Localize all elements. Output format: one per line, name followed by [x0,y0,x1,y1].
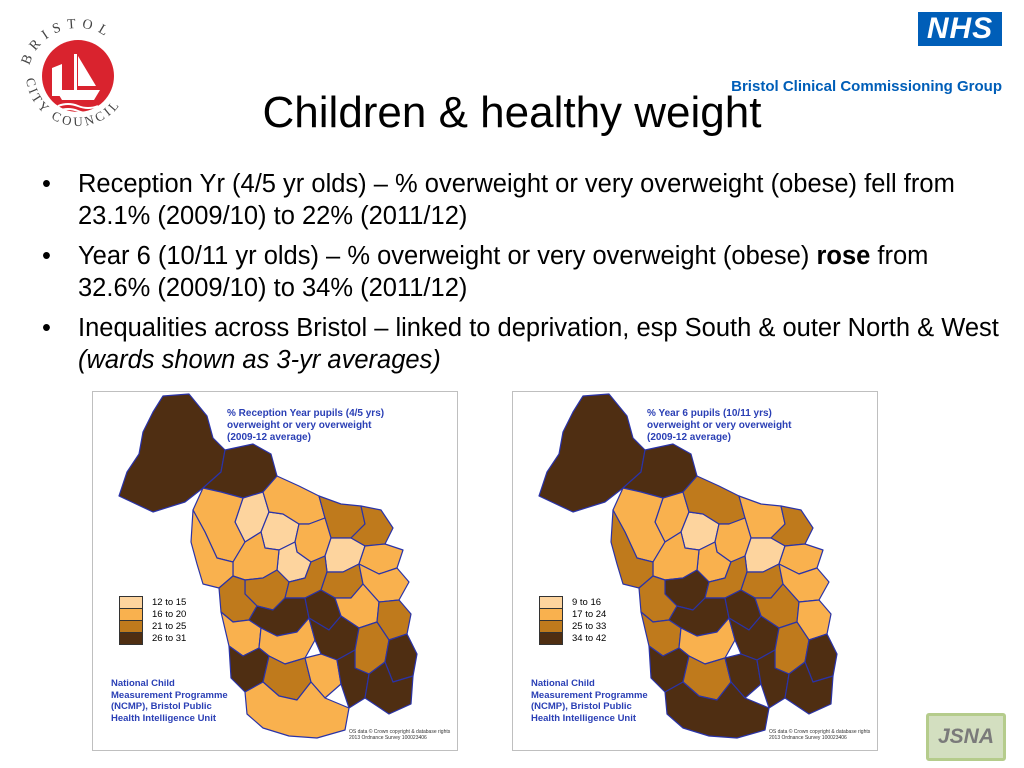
legend-item: 12 to 15 [119,595,187,609]
ward-region [784,661,834,715]
legend-label: 16 to 20 [152,608,187,620]
ward-region [364,661,414,715]
map-title-line: overweight or very overweight [227,420,372,431]
bullet-text: Reception Yr (4/5 yr olds) – % overweigh… [78,170,955,230]
ccg-name: Bristol Clinical Commissioning Group [731,78,1002,95]
legend-label: 34 to 42 [572,632,607,644]
slide-title: Children & healthy weight [262,88,762,137]
legend-swatch [539,631,563,645]
ward-region [244,681,350,739]
bullet-text-pre: Year 6 (10/11 yr olds) – % overweight or… [78,242,817,270]
bullet-text-pre: Inequalities across Bristol – linked to … [78,314,999,342]
legend-label: 9 to 16 [572,596,602,608]
map-legend: 12 to 15 16 to 20 21 to 25 26 to 31 [119,595,187,645]
bullet-text-post: from 32.6% (2009/10) to 34% (2011/12) [78,242,929,302]
nhs-logo: NHS [918,12,1002,46]
legend-item: 21 to 25 [119,619,187,633]
map-title-line: (2009-12 average) [647,432,731,443]
source-line: National Child [531,678,595,689]
ward-region [538,393,646,513]
legend-label: 25 to 33 [572,620,607,632]
map-title: % Reception Year pupils (4/5 yrs) overwe… [227,408,447,444]
ward-map [538,393,838,739]
map-panel-year6: % Year 6 pupils (10/11 yrs) overweight o… [512,391,878,751]
map-panel-reception: % Reception Year pupils (4/5 yrs) overwe… [92,391,458,751]
source-line: Measurement Programme [531,689,648,701]
map-title-line: % Year 6 pupils (10/11 yrs) [647,408,772,419]
source-line: Health Intelligence Unit [111,712,217,724]
bristol-city-council-logo: BRISTOL CITY COUNCIL [19,17,120,130]
source-line: National Child [111,678,175,689]
bullet-text-bold: rose [816,242,871,270]
bullet-item-year6: Year 6 (10/11 yr olds) – % overweight or… [40,240,1000,304]
map-title-line: overweight or very overweight [647,420,792,431]
legend-label: 17 to 24 [572,608,607,620]
source-line: Measurement Programme [111,689,228,701]
map-legend: 9 to 16 17 to 24 25 to 33 34 to 42 [539,595,607,645]
source-line: (NCMP), Bristol Public [111,701,212,712]
legend-item: 16 to 20 [119,607,187,621]
jsna-badge: JSNA [926,713,1006,761]
map-credit: OS data © Crown copyright & database rig… [769,729,871,741]
map-source: National Child Measurement Programme (NC… [531,678,671,724]
bullet-text-italic: (wards shown as 3-yr averages) [78,346,441,374]
legend-label: 12 to 15 [152,596,187,608]
ward-region [664,681,770,739]
map-title: % Year 6 pupils (10/11 yrs) overweight o… [647,408,867,444]
bullet-item-reception: Reception Yr (4/5 yr olds) – % overweigh… [40,168,1000,232]
map-source: National Child Measurement Programme (NC… [111,678,251,724]
ward-region [118,393,226,513]
jsna-badge-label: JSNA [937,725,995,748]
legend-swatch [119,631,143,645]
ward-map [118,393,418,739]
legend-label: 26 to 31 [152,632,187,644]
legend-item: 26 to 31 [119,631,187,645]
map-title-line: % Reception Year pupils (4/5 yrs) [227,408,385,419]
map-credit: OS data © Crown copyright & database rig… [349,729,451,741]
legend-item: 17 to 24 [539,607,607,621]
bullet-item-inequalities: Inequalities across Bristol – linked to … [40,312,1000,376]
source-line: Health Intelligence Unit [531,712,637,724]
source-line: (NCMP), Bristol Public [531,701,632,712]
legend-item: 9 to 16 [539,595,606,609]
bullet-list: Reception Yr (4/5 yr olds) – % overweigh… [40,168,1000,384]
map-title-line: (2009-12 average) [227,432,311,443]
legend-label: 21 to 25 [152,620,187,632]
legend-item: 34 to 42 [539,631,607,645]
legend-item: 25 to 33 [539,619,607,633]
